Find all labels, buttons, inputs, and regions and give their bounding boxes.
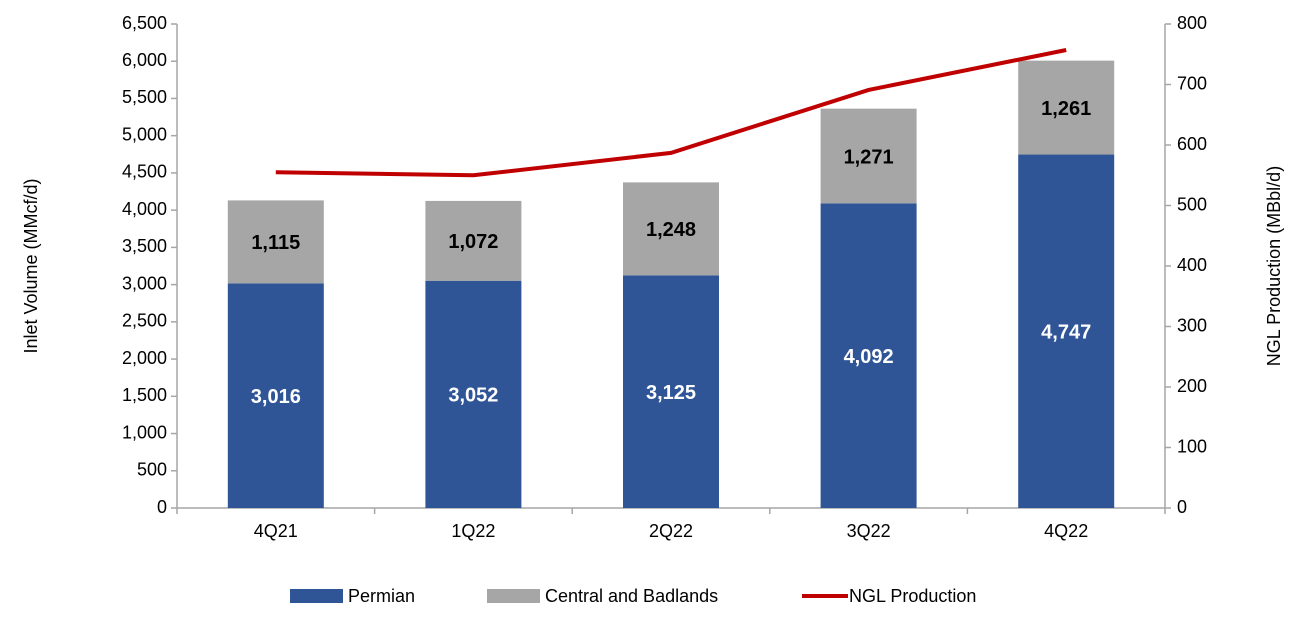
bar	[1018, 154, 1115, 509]
bar	[820, 203, 917, 508]
value-label: 1,271	[844, 146, 894, 168]
value-label: 1,115	[251, 232, 300, 254]
bar	[425, 280, 522, 508]
y-tick-label: 5,500	[122, 87, 167, 107]
value-label: 3,016	[251, 386, 301, 408]
y2-tick-label: 0	[1177, 497, 1187, 517]
value-label: 1,072	[448, 231, 498, 253]
x-tick-label: 2Q22	[649, 521, 693, 541]
x-tick-label: 4Q21	[254, 521, 298, 541]
y-tick-label: 6,000	[122, 50, 167, 70]
y2-tick-label: 600	[1177, 134, 1207, 154]
y-tick-label: 1,500	[122, 385, 167, 405]
legend-label: NGL Production	[849, 586, 976, 606]
y-axis-title: Inlet Volume (MMcf/d)	[21, 178, 41, 353]
legend-label: Central and Badlands	[545, 586, 718, 606]
bar	[1018, 60, 1115, 155]
y-tick-label: 0	[157, 497, 167, 517]
bar	[425, 200, 522, 281]
bar	[623, 275, 719, 508]
y2-tick-label: 200	[1177, 376, 1207, 396]
y2-tick-label: 500	[1177, 194, 1207, 214]
value-label: 4,092	[844, 346, 894, 368]
y2-tick-label: 700	[1177, 73, 1207, 93]
y-tick-label: 3,500	[122, 236, 167, 256]
value-label: 4,747	[1041, 322, 1091, 344]
line	[275, 48, 1067, 178]
y-tick-label: 4,000	[122, 199, 167, 219]
y2-tick-label: 400	[1177, 255, 1207, 275]
y-tick-label: 4,500	[122, 162, 167, 182]
legend-swatch	[290, 589, 343, 603]
value-label: 3,125	[646, 382, 696, 404]
x-tick-label: 4Q22	[1044, 521, 1088, 541]
legend-swatch	[487, 589, 540, 603]
x-tick-label: 3Q22	[847, 521, 891, 541]
bar	[820, 108, 917, 204]
value-label: 3,052	[448, 385, 498, 407]
y-tick-label: 1,000	[122, 422, 167, 442]
y2-tick-label: 800	[1177, 13, 1207, 33]
y-tick-label: 6,500	[122, 13, 167, 33]
y-tick-label: 500	[137, 460, 167, 480]
bar	[623, 182, 719, 276]
bar	[227, 200, 324, 284]
y-tick-label: 2,000	[122, 348, 167, 368]
y2-tick-label: 100	[1177, 436, 1207, 456]
y2-axis-title: NGL Production (MBbl/d)	[1264, 166, 1284, 366]
value-label: 1,248	[646, 219, 696, 241]
x-tick-label: 1Q22	[451, 521, 495, 541]
y2-tick-label: 300	[1177, 315, 1207, 335]
bar	[227, 283, 324, 508]
legend-label: Permian	[348, 586, 415, 606]
y-tick-label: 3,000	[122, 273, 167, 293]
y-tick-label: 2,500	[122, 311, 167, 331]
y-tick-label: 5,000	[122, 124, 167, 144]
value-label: 1,261	[1041, 98, 1091, 120]
